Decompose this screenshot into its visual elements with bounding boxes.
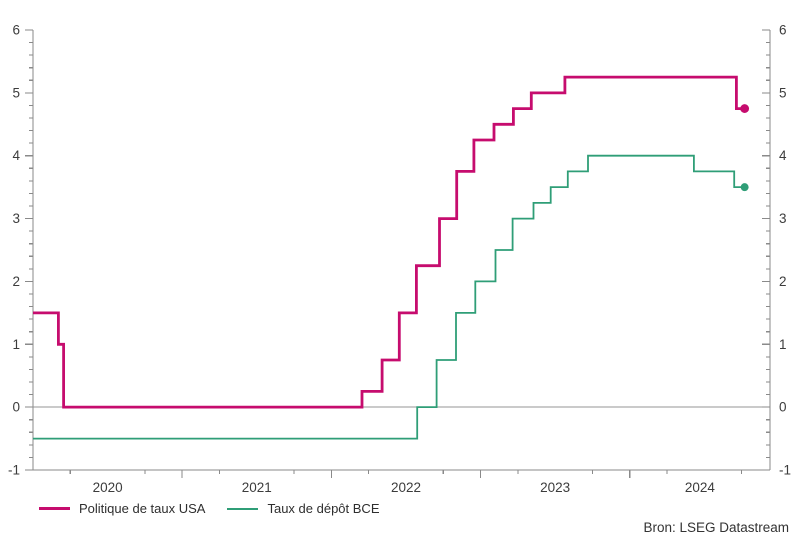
right-axis-label: -1 xyxy=(779,463,791,478)
legend-label-us: Politique de taux USA xyxy=(79,501,206,516)
left-axis-label: 6 xyxy=(12,23,20,38)
legend-item-us: Politique de taux USA xyxy=(39,501,205,516)
right-axis-label: 6 xyxy=(779,23,787,38)
right-axis-label: 3 xyxy=(779,211,787,226)
source-credit: Bron: LSEG Datastream xyxy=(643,520,789,535)
left-axis-label: 4 xyxy=(12,148,20,163)
ecb-line-swatch-icon xyxy=(227,507,259,510)
right-axis-label: 5 xyxy=(779,85,787,100)
legend-item-ecb: Taux de dépôt BCE xyxy=(227,501,380,516)
x-axis-year-label: 2020 xyxy=(93,480,123,495)
left-axis-label: 5 xyxy=(12,85,20,100)
left-axis-label: -1 xyxy=(8,463,20,478)
left-axis-label: 0 xyxy=(12,400,20,415)
x-axis-year-label: 2021 xyxy=(242,480,272,495)
x-axis-year-label: 2024 xyxy=(685,480,716,495)
ecb-deposit-rate-line xyxy=(33,154,745,440)
left-axis-label: 2 xyxy=(12,274,20,289)
us-policy-rate-line xyxy=(33,75,745,409)
x-axis-year-label: 2022 xyxy=(391,480,421,495)
x-axis-year-label: 2023 xyxy=(540,480,570,495)
right-axis-label: 4 xyxy=(779,148,787,163)
right-axis-label: 2 xyxy=(779,274,787,289)
right-axis-label: 0 xyxy=(779,400,787,415)
left-axis-label: 1 xyxy=(12,337,20,352)
us-line-end-dot xyxy=(740,104,750,113)
right-axis-label: 1 xyxy=(779,337,787,352)
legend-label-ecb: Taux de dépôt BCE xyxy=(267,501,380,516)
legend: Politique de taux USA Taux de dépôt BCE xyxy=(39,501,402,516)
ecb-line-end-dot xyxy=(740,183,749,192)
left-axis-label: 3 xyxy=(12,211,20,226)
us-line-swatch-icon xyxy=(39,507,70,510)
